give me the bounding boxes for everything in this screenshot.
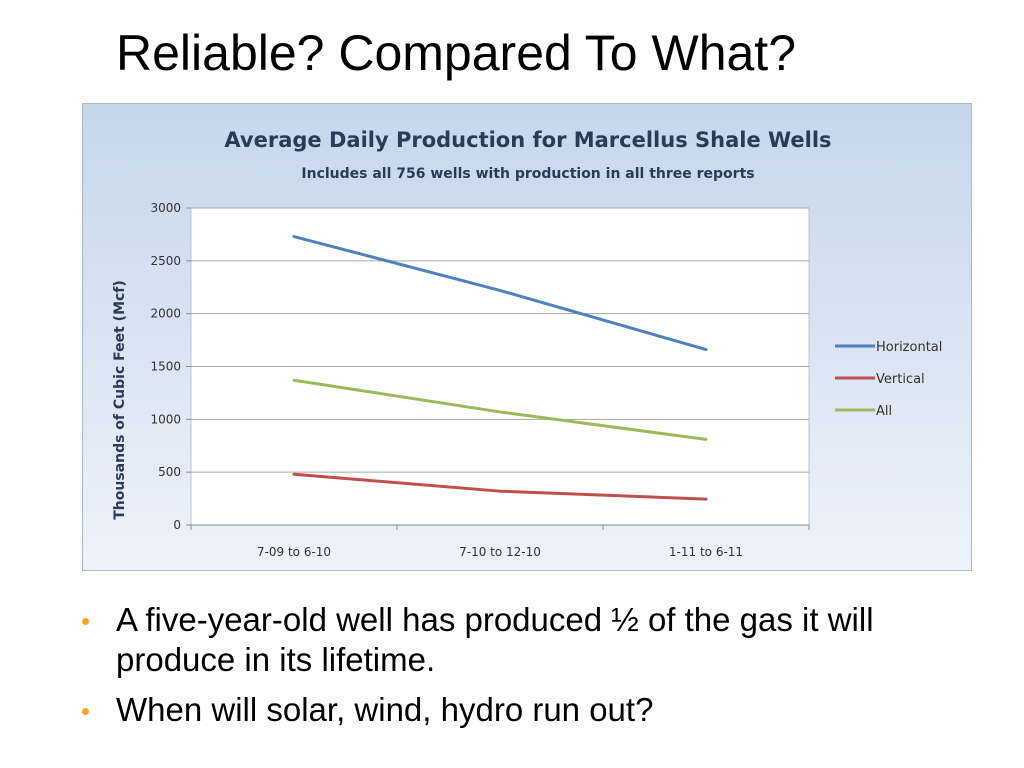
chart-subtitle: Includes all 756 wells with production i… [301,166,754,182]
slide-title: Reliable? Compared To What? [116,25,797,81]
bullet-item: A five-year-old well has produced ½ of t… [80,600,990,680]
bullet-text: When will solar, wind, hydro run out? [116,691,654,728]
legend-label-vertical: Vertical [876,372,925,387]
x-tick-label: 7-09 to 6-10 [257,545,331,559]
y-tick-label: 2000 [150,307,181,321]
line-chart: Average Daily Production for Marcellus S… [112,128,942,559]
y-tick-label: 0 [173,518,181,532]
x-tick-label: 1-11 to 6-11 [669,545,743,559]
y-tick-label: 1500 [150,360,181,374]
bullet-list: A five-year-old well has produced ½ of t… [80,600,990,740]
x-tick-label: 7-10 to 12-10 [459,545,541,559]
y-axis-label: Thousands of Cubic Feet (Mcf) [112,280,128,520]
bullet-dot-icon [82,708,89,715]
y-tick-label: 2500 [150,254,181,268]
bullet-item: When will solar, wind, hydro run out? [80,690,990,730]
y-tick-label: 500 [158,465,181,479]
bullet-text: A five-year-old well has produced ½ of t… [116,601,874,678]
legend-label-horizontal: Horizontal [876,340,942,355]
chart-title: Average Daily Production for Marcellus S… [224,128,831,152]
bullet-dot-icon [82,618,89,625]
legend-label-all: All [876,404,892,419]
chart-container: Average Daily Production for Marcellus S… [82,103,972,571]
y-tick-label: 3000 [150,201,181,215]
y-tick-label: 1000 [150,412,181,426]
